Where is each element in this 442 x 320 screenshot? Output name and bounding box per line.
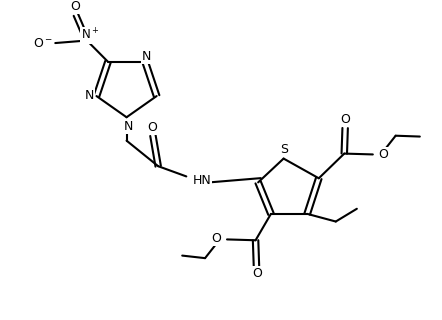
Text: O: O	[252, 268, 262, 280]
Text: O$^-$: O$^-$	[33, 36, 53, 50]
Text: O: O	[211, 233, 221, 245]
Text: HN: HN	[193, 174, 211, 187]
Text: O: O	[147, 121, 157, 134]
Text: N$^+$: N$^+$	[81, 28, 99, 43]
Text: N: N	[142, 50, 152, 63]
Text: O: O	[341, 114, 351, 126]
Text: O: O	[70, 0, 80, 13]
Text: O: O	[378, 148, 389, 161]
Text: N: N	[124, 120, 133, 133]
Text: N: N	[85, 89, 94, 102]
Text: S: S	[281, 143, 289, 156]
